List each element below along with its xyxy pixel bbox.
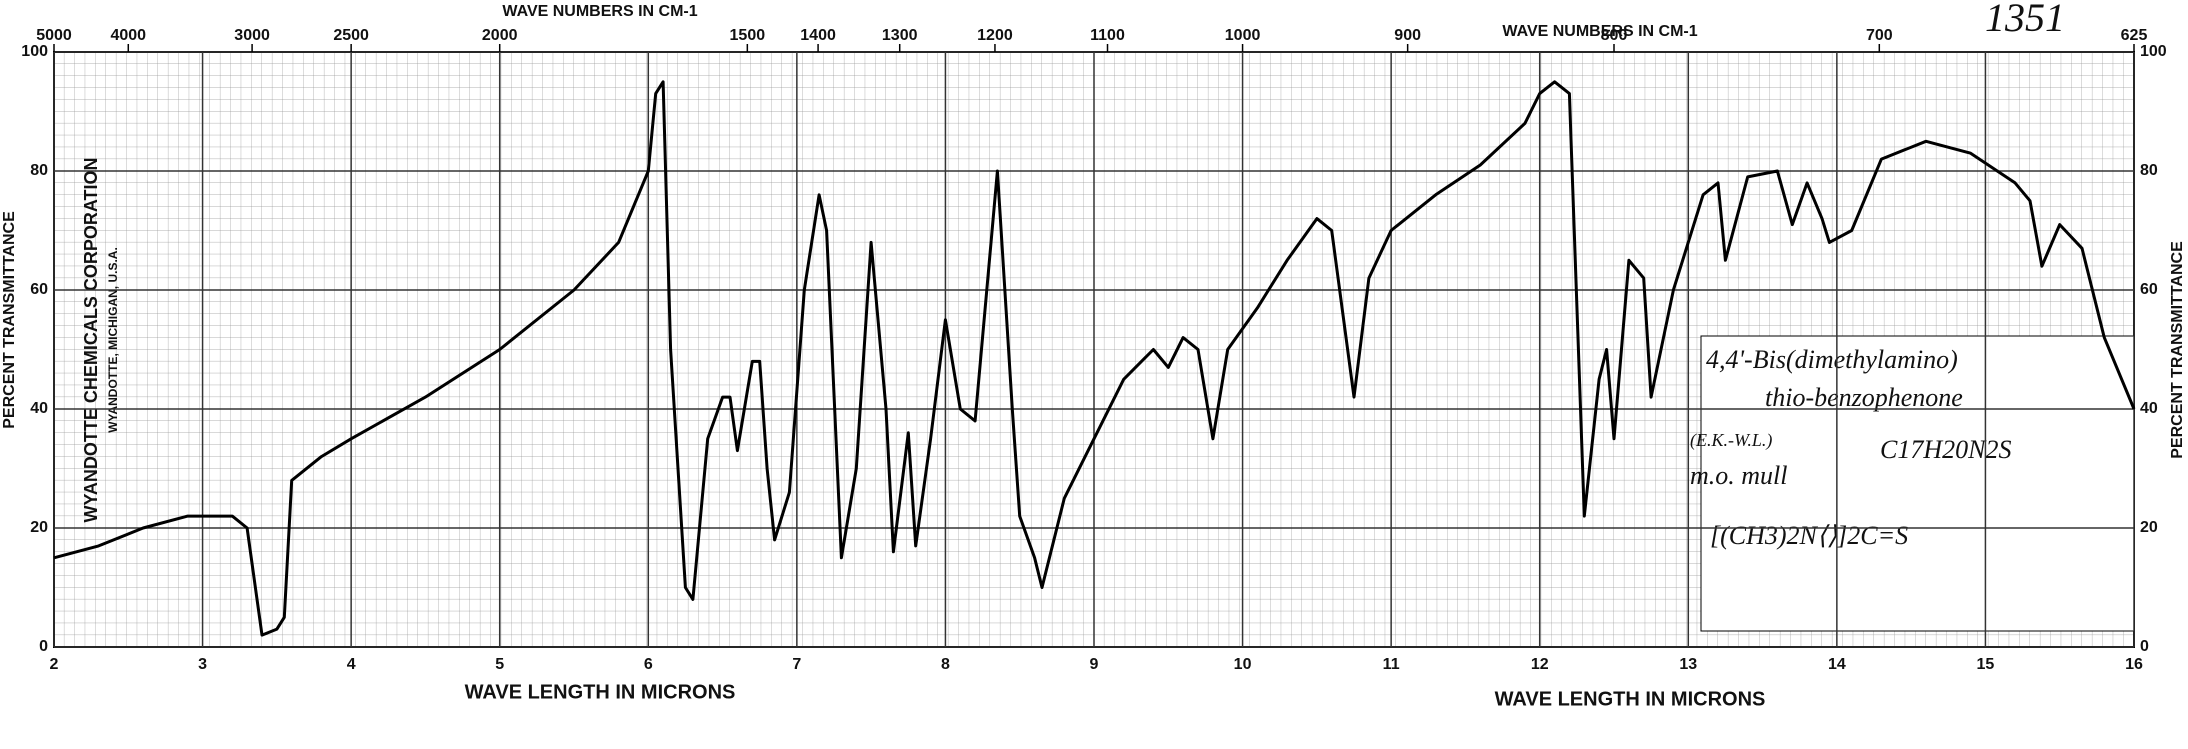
x-tick-label: 12 <box>1531 656 1549 673</box>
y-tick-label: 0 <box>2140 638 2149 655</box>
x-tick-label: 5 <box>495 656 504 673</box>
x2-tick-label: 5000 <box>36 27 72 44</box>
publisher: WYANDOTTE CHEMICALS CORPORATION <box>81 157 101 522</box>
y-axis-label: PERCENT TRANSMITTANCE <box>1 211 18 429</box>
y-tick-label: 100 <box>21 43 48 60</box>
annotation: [(CH3)2N⟨⟩]2C=S <box>1710 521 1908 550</box>
x-axis-label: WAVE LENGTH IN MICRONS <box>1495 688 1766 710</box>
x-tick-label: 4 <box>347 656 356 673</box>
annotation: thio-benzophenone <box>1765 383 1963 412</box>
x2-tick-label: 2500 <box>333 27 369 44</box>
y-tick-label: 20 <box>2140 519 2158 536</box>
y-tick-label: 40 <box>2140 400 2158 417</box>
x2-axis-label: WAVE NUMBERS IN CM-1 <box>1502 23 1697 40</box>
y-tick-label: 0 <box>39 638 48 655</box>
x-tick-label: 15 <box>1977 656 1995 673</box>
x-tick-label: 16 <box>2125 656 2143 673</box>
spectrum-line <box>53 80 2136 637</box>
y-tick-label: 100 <box>2140 43 2167 60</box>
x-tick-label: 14 <box>1828 656 1846 673</box>
x-tick-label: 7 <box>792 656 801 673</box>
annotation-box <box>1700 335 2135 632</box>
x-tick-label: 6 <box>644 656 653 673</box>
x2-tick-label: 625 <box>2121 27 2148 44</box>
annotation: C17H20N2S <box>1880 435 2011 464</box>
y-tick-label: 40 <box>30 400 48 417</box>
annotation: (E.K.-W.L.) <box>1690 430 1772 451</box>
x2-tick-label: 1500 <box>730 27 766 44</box>
y-tick-label: 20 <box>30 519 48 536</box>
x2-tick-label: 800 <box>1601 27 1628 44</box>
x2-tick-label: 1100 <box>1090 27 1125 44</box>
x-tick-label: 13 <box>1679 656 1697 673</box>
chart-id: 1351 <box>1985 0 2065 40</box>
x-tick-label: 9 <box>1090 656 1099 673</box>
x2-tick-label: 3000 <box>234 27 270 44</box>
x-tick-label: 2 <box>50 656 59 673</box>
x2-tick-label: 900 <box>1394 27 1421 44</box>
x2-tick-label: 1300 <box>882 27 918 44</box>
x-tick-label: 8 <box>941 656 950 673</box>
y-tick-label: 60 <box>30 281 48 298</box>
x-tick-label: 3 <box>198 656 207 673</box>
annotation: 4,4'-Bis(dimethylamino) <box>1706 345 1958 374</box>
x2-tick-label: 1200 <box>977 27 1013 44</box>
x-axis-label: WAVE LENGTH IN MICRONS <box>465 681 736 703</box>
x2-tick-label: 4000 <box>110 27 146 44</box>
x2-tick-label: 2000 <box>482 27 518 44</box>
x-tick-label: 11 <box>1383 656 1400 673</box>
annotation: m.o. mull <box>1690 461 1788 490</box>
y-tick-label: 80 <box>2140 162 2158 179</box>
publisher-place: WYANDOTTE, MICHIGAN, U.S.A. <box>106 247 120 433</box>
x2-axis-label: WAVE NUMBERS IN CM-1 <box>502 3 697 20</box>
x2-tick-label: 1400 <box>800 27 836 44</box>
y-tick-label: 60 <box>2140 281 2158 298</box>
x-tick-label: 10 <box>1234 656 1252 673</box>
y-tick-label: 80 <box>30 162 48 179</box>
x2-tick-label: 1000 <box>1225 27 1261 44</box>
x2-tick-label: 700 <box>1866 27 1893 44</box>
y-axis-label: PERCENT TRANSMITTANCE <box>2169 241 2186 459</box>
